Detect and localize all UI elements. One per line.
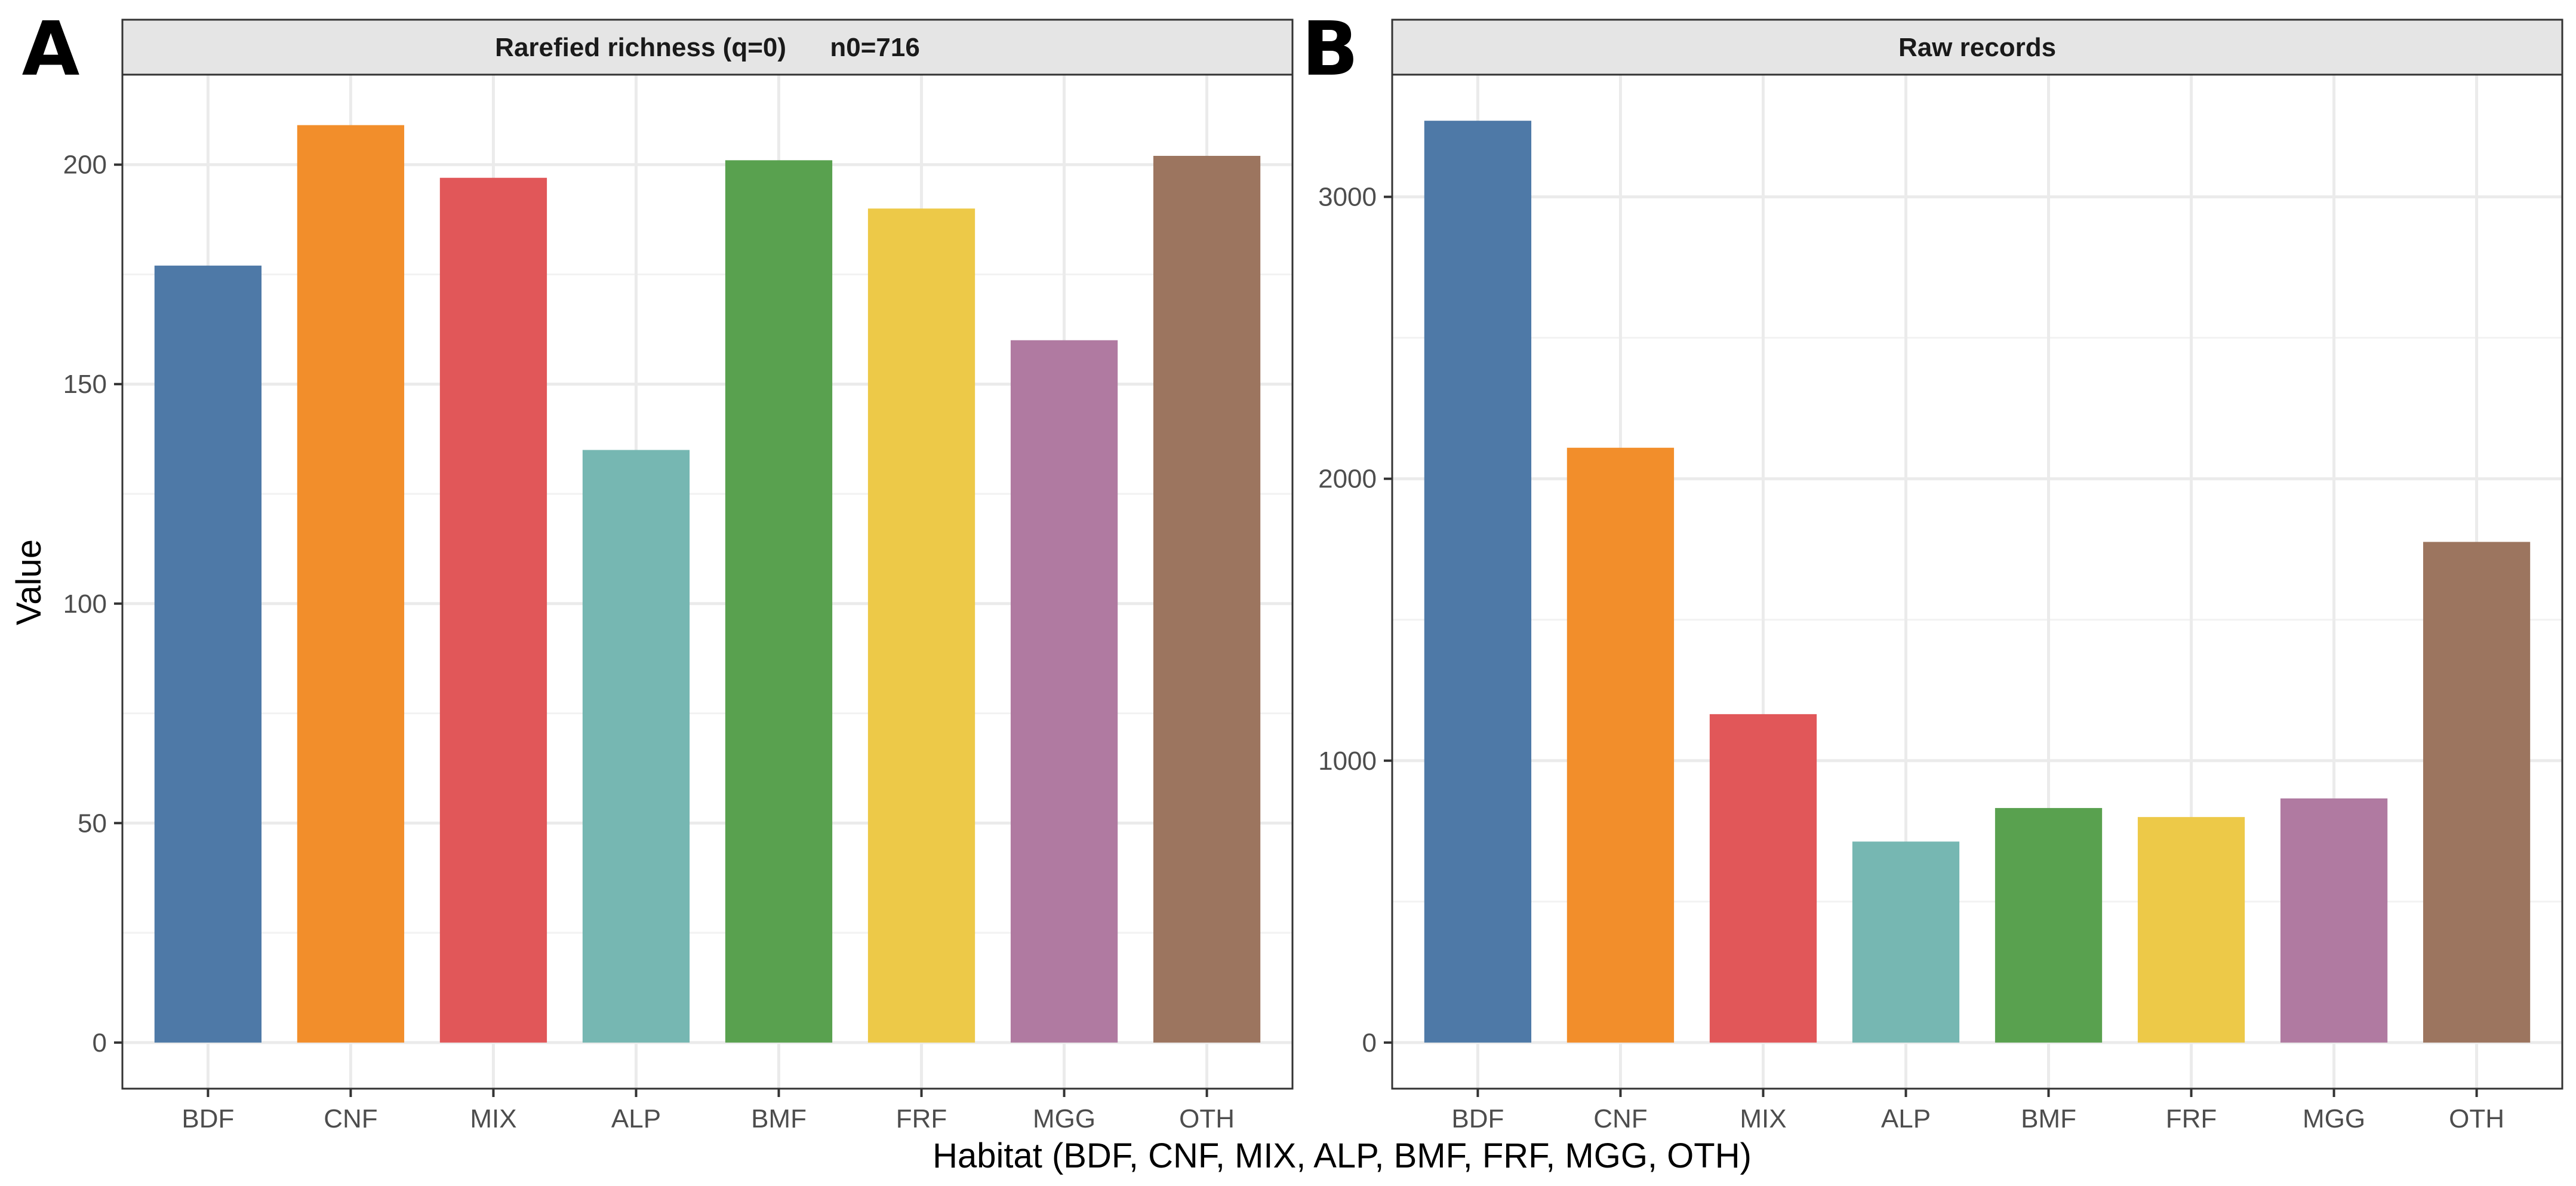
x-tick-label: CNF [324, 1104, 377, 1133]
bar-mix [1709, 714, 1817, 1043]
panel-title: Rarefied richness (q=0) n0=716 [495, 33, 920, 62]
bar-bmf [725, 160, 833, 1043]
strip-background [121, 19, 1294, 76]
x-tick-label: FRF [2166, 1104, 2217, 1133]
x-tick-label: MGG [1033, 1104, 1095, 1133]
bar-bdf [154, 265, 262, 1043]
y-tick-label: 1000 [1318, 746, 1377, 776]
strip-background [1391, 19, 2563, 76]
panel-b: Raw records 0 1000 2000 3000 BDF CNF MIX ALP BMF F… [1301, 6, 2563, 1133]
x-tick-label: BDF [1451, 1104, 1504, 1133]
x-tick-label: ALP [1881, 1104, 1931, 1133]
bar-mgg [1010, 340, 1118, 1043]
bar-cnf [297, 125, 405, 1043]
x-tick-label: FRF [896, 1104, 947, 1133]
panel-a: Rarefied richness (q=0) n0=716 0 50 100 150 2… [22, 6, 1294, 1133]
bar-alp [1852, 841, 1960, 1043]
x-tick-label: OTH [1179, 1104, 1235, 1133]
bar-oth [1153, 155, 1261, 1043]
y-tick-label: 50 [78, 809, 107, 838]
y-tick-label: 150 [63, 370, 107, 399]
x-tick-label: MIX [1740, 1104, 1786, 1133]
y-tick-label: 200 [63, 150, 107, 180]
bar-alp [582, 450, 690, 1043]
bar-mgg [2280, 798, 2388, 1043]
x-tick-label: BDF [181, 1104, 234, 1133]
y-tick-label: 0 [93, 1028, 107, 1058]
x-axis-title: Habitat (BDF, CNF, MIX, ALP, BMF, FRF, M… [932, 1136, 1752, 1175]
x-tick-label: BMF [751, 1104, 807, 1133]
x-tick-label: MGG [2303, 1104, 2365, 1133]
y-tick-label: 100 [63, 589, 107, 619]
x-tick-label: MIX [470, 1104, 516, 1133]
bar-bdf [1424, 121, 1532, 1043]
bar-frf [2137, 817, 2245, 1043]
bar-cnf [1566, 447, 1675, 1043]
panel-title: Raw records [1898, 33, 2056, 62]
panel-letter: A [22, 6, 80, 93]
bar-bmf [1995, 808, 2103, 1043]
bar-mix [439, 177, 547, 1043]
y-tick-label: 0 [1362, 1028, 1377, 1058]
bar-oth [2423, 542, 2531, 1043]
y-tick-label: 2000 [1318, 465, 1377, 494]
bar-frf [867, 208, 975, 1043]
x-tick-label: BMF [2021, 1104, 2076, 1133]
x-tick-label: CNF [1593, 1104, 1647, 1133]
panel-letter: B [1301, 6, 1358, 93]
y-tick-label: 3000 [1318, 183, 1377, 212]
y-axis-title: Value [10, 539, 48, 625]
x-tick-label: OTH [2449, 1104, 2504, 1133]
x-tick-label: ALP [611, 1104, 661, 1133]
